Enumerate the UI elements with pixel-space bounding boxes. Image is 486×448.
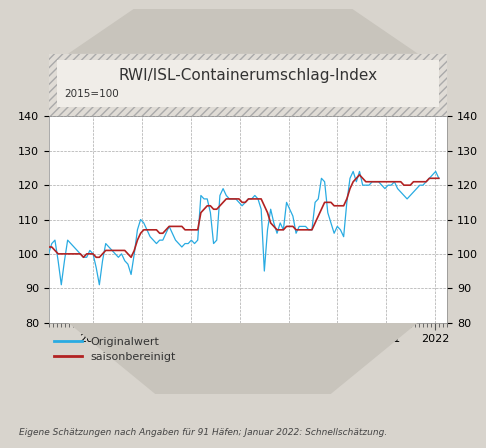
Text: RWI/ISL-Containerumschlag-Index: RWI/ISL-Containerumschlag-Index <box>118 68 378 82</box>
FancyBboxPatch shape <box>56 60 439 107</box>
Text: Eigene Schätzungen nach Angaben für 91 Häfen; Januar 2022: Schnellschätzung.: Eigene Schätzungen nach Angaben für 91 H… <box>19 428 388 437</box>
Text: 2015=100: 2015=100 <box>65 89 119 99</box>
Polygon shape <box>68 9 418 54</box>
Polygon shape <box>68 323 418 394</box>
Legend: Originalwert, saisonbereinigt: Originalwert, saisonbereinigt <box>54 337 176 362</box>
